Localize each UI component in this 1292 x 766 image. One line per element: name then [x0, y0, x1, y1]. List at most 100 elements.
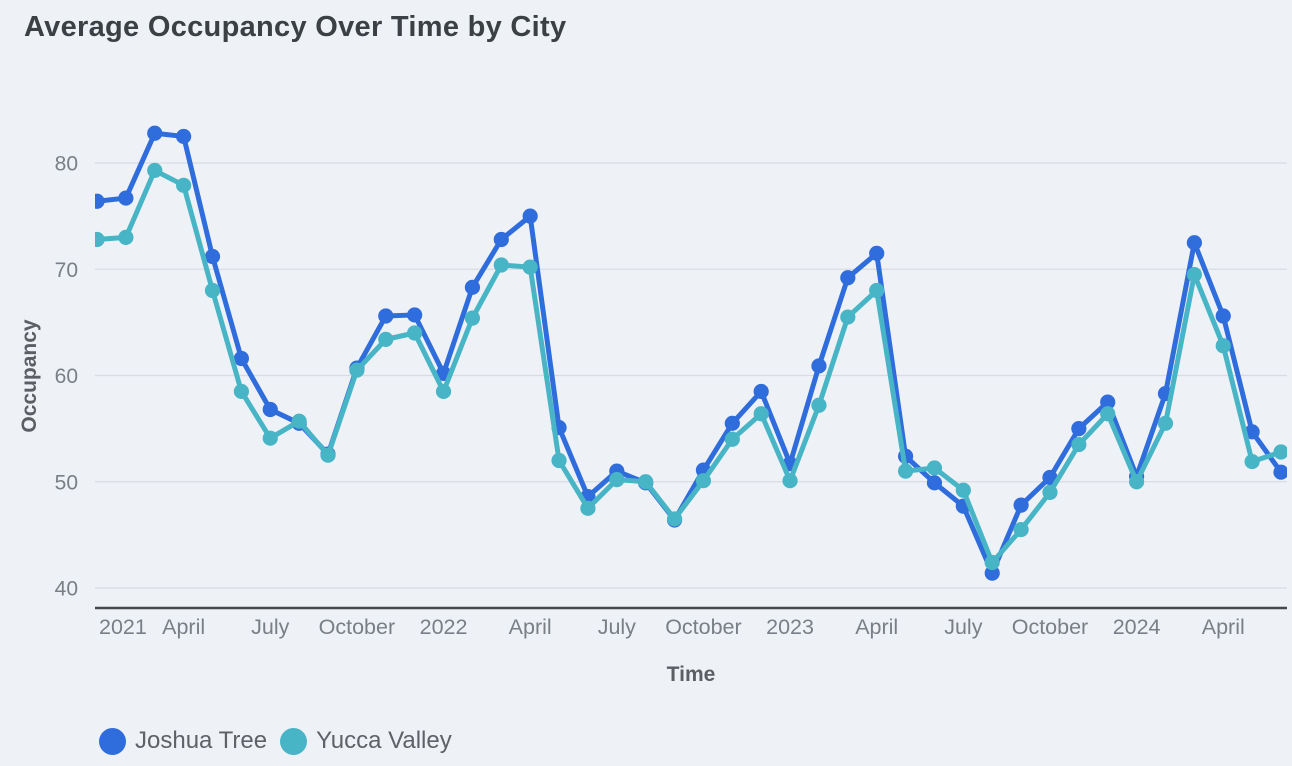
joshua-tree-data-point[interactable]: [464, 279, 481, 295]
joshua-tree-data-point[interactable]: [118, 190, 134, 206]
yucca-valley-data-point[interactable]: [666, 511, 683, 527]
x-tick-label: October: [319, 615, 395, 639]
yucca-valley-data-point[interactable]: [897, 463, 914, 479]
joshua-tree-data-point[interactable]: [378, 308, 394, 324]
yucca-valley-data-point[interactable]: [1186, 266, 1202, 283]
series-joshua-tree: [89, 125, 1288, 581]
yucca-valley-data-point[interactable]: [233, 383, 249, 400]
yucca-valley-data-point[interactable]: [1129, 474, 1145, 490]
joshua-tree-data-point[interactable]: [407, 307, 423, 323]
yucca-valley-data-point[interactable]: [378, 331, 394, 347]
joshua-tree-data-point[interactable]: [1100, 394, 1116, 410]
y-tick-label: 60: [55, 365, 78, 388]
joshua-tree-data-point[interactable]: [1071, 421, 1087, 437]
x-tick-label: October: [1012, 615, 1088, 639]
series-layer: [89, 125, 1288, 581]
joshua-tree-data-point[interactable]: [984, 565, 1000, 581]
x-tick-label: April: [162, 615, 205, 639]
joshua-tree-data-point[interactable]: [204, 248, 221, 265]
y-tick-label: 40: [55, 578, 78, 601]
chart-title: Average Occupancy Over Time by City: [24, 11, 567, 43]
x-tick-label: 2022: [420, 615, 468, 639]
x-tick-label: April: [509, 615, 552, 639]
yucca-valley-data-point[interactable]: [349, 362, 365, 378]
joshua-tree-line: [95, 130, 1284, 576]
legend-label-yucca-valley: Yucca Valley: [316, 727, 452, 754]
x-tick-label: 2021: [99, 615, 147, 639]
yucca-valley-data-point[interactable]: [320, 447, 336, 463]
joshua-tree-data-point[interactable]: [147, 125, 163, 141]
yucca-valley-data-point[interactable]: [493, 257, 509, 273]
x-tick-label: July: [251, 615, 289, 639]
yucca-valley-data-point[interactable]: [782, 473, 798, 489]
yucca-valley-data-point[interactable]: [1071, 436, 1087, 453]
joshua-tree-data-point[interactable]: [753, 383, 769, 400]
yucca-valley-data-point[interactable]: [1244, 453, 1260, 470]
yucca-valley-data-point[interactable]: [840, 309, 856, 325]
joshua-tree-data-point[interactable]: [811, 358, 827, 374]
y-tick-label: 70: [55, 259, 78, 282]
joshua-tree-data-point[interactable]: [1244, 424, 1260, 440]
y-axis-tick-labels: 40 50 60 70 80: [55, 153, 78, 601]
joshua-tree-data-point[interactable]: [522, 208, 538, 224]
joshua-tree-data-point[interactable]: [493, 231, 509, 248]
yucca-valley-data-point[interactable]: [1042, 484, 1058, 500]
x-tick-label: October: [665, 615, 741, 639]
joshua-tree-data-point[interactable]: [89, 193, 105, 209]
yucca-valley-data-point[interactable]: [753, 406, 769, 422]
y-axis-title: Occupancy: [18, 319, 41, 433]
joshua-tree-data-point[interactable]: [262, 401, 278, 418]
gridlines: [95, 162, 1287, 589]
yucca-valley-data-point[interactable]: [435, 383, 452, 400]
joshua-tree-data-point[interactable]: [1215, 308, 1231, 324]
yucca-valley-data-point[interactable]: [1013, 521, 1029, 538]
legend-marker-joshua-tree: [99, 727, 126, 755]
x-tick-label: April: [855, 615, 898, 639]
yucca-valley-data-point[interactable]: [926, 460, 943, 476]
joshua-tree-data-point[interactable]: [176, 128, 192, 145]
yucca-valley-data-point[interactable]: [464, 310, 481, 326]
yucca-valley-data-point[interactable]: [147, 162, 163, 179]
series-yucca-valley: [89, 162, 1288, 571]
yucca-valley-data-point[interactable]: [176, 177, 192, 193]
yucca-valley-data-point[interactable]: [262, 430, 278, 446]
yucca-valley-data-point[interactable]: [609, 472, 625, 488]
x-axis-title: Time: [667, 663, 716, 686]
yucca-valley-data-point[interactable]: [89, 231, 105, 248]
yucca-valley-data-point[interactable]: [955, 482, 971, 498]
x-tick-label: July: [944, 615, 982, 639]
joshua-tree-data-point[interactable]: [724, 415, 740, 431]
chart-legend: Joshua Tree Yucca Valley: [99, 727, 452, 755]
legend-item-joshua-tree[interactable]: Joshua Tree: [99, 727, 267, 755]
yucca-valley-data-point[interactable]: [522, 259, 538, 275]
yucca-valley-data-point[interactable]: [1157, 415, 1174, 431]
yucca-valley-data-point[interactable]: [551, 452, 567, 469]
legend-label-joshua-tree: Joshua Tree: [135, 727, 268, 754]
legend-item-yucca-valley[interactable]: Yucca Valley: [280, 727, 452, 755]
joshua-tree-data-point[interactable]: [926, 475, 943, 491]
yucca-valley-data-point[interactable]: [724, 431, 740, 447]
joshua-tree-data-point[interactable]: [1013, 497, 1029, 513]
x-axis-tick-labels: 2021 April July October 2022 April July October…: [99, 615, 1245, 639]
yucca-valley-data-point[interactable]: [291, 413, 307, 429]
yucca-valley-data-point[interactable]: [580, 500, 596, 516]
yucca-valley-data-point[interactable]: [638, 474, 654, 490]
joshua-tree-data-point[interactable]: [840, 270, 856, 286]
joshua-tree-data-point[interactable]: [869, 245, 885, 261]
yucca-valley-data-point[interactable]: [1273, 444, 1288, 460]
yucca-valley-data-point[interactable]: [695, 473, 712, 489]
yucca-valley-data-point[interactable]: [407, 325, 423, 341]
joshua-tree-data-point[interactable]: [233, 350, 249, 367]
joshua-tree-data-point[interactable]: [1186, 235, 1202, 251]
yucca-valley-data-point[interactable]: [1100, 406, 1116, 422]
yucca-valley-data-point[interactable]: [204, 282, 221, 299]
yucca-valley-data-point[interactable]: [869, 282, 885, 299]
joshua-tree-data-point[interactable]: [1273, 464, 1288, 480]
x-tick-label: July: [598, 615, 636, 639]
yucca-valley-data-point[interactable]: [118, 229, 134, 245]
yucca-valley-data-point[interactable]: [811, 397, 827, 413]
yucca-valley-data-point[interactable]: [1215, 338, 1231, 354]
yucca-valley-data-point[interactable]: [984, 554, 1000, 571]
